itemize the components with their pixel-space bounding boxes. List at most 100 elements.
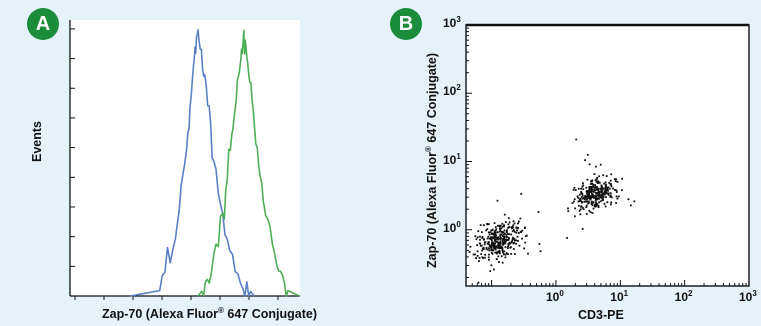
scatter-point [596, 192, 598, 194]
scatter-point [519, 217, 522, 220]
scatter-point [591, 196, 594, 199]
scatter-point [498, 261, 500, 263]
scatter-point [581, 193, 584, 195]
scatter-point [582, 208, 585, 210]
scatter-point [507, 223, 510, 226]
scatter-point [501, 248, 504, 250]
scatter-point [591, 193, 594, 195]
scatter-point [608, 182, 611, 184]
scatter-point [605, 189, 608, 191]
scatter-point [491, 244, 494, 247]
histogram-x-axis-label: Zap-70 (Alexa Fluor® 647 Conjugate) [102, 306, 317, 322]
scatter-point [488, 245, 491, 248]
scatter-point [585, 213, 588, 215]
scatter-point [587, 190, 590, 192]
scatter-point [487, 235, 490, 238]
scatter-point [507, 226, 509, 229]
scatter-point [591, 204, 594, 207]
scatter-point [503, 213, 506, 216]
scatter-point [474, 235, 477, 238]
scatter-point [483, 243, 486, 246]
scatter-point [507, 253, 509, 255]
scatter-point [599, 163, 602, 166]
scatter-point [479, 242, 482, 245]
scatter-point [480, 244, 483, 247]
scatter-point [497, 238, 499, 241]
scatter-point [518, 232, 520, 234]
scatter-point [484, 253, 487, 256]
scatter-point [493, 244, 495, 247]
scatter-point [490, 247, 493, 249]
scatter-point [487, 256, 490, 259]
scatter-point [469, 245, 472, 248]
scatter-point [595, 196, 597, 198]
scatter-point [593, 173, 596, 175]
scatter-point [595, 165, 597, 168]
scatter-point [633, 200, 636, 203]
scatter-point [591, 212, 594, 214]
scatter-point [584, 196, 587, 199]
scatter-point [477, 230, 480, 233]
scatter-point [513, 242, 515, 244]
scatter-point [577, 200, 580, 203]
scatter-point [595, 189, 597, 191]
scatter-y-tick-label: 102 [443, 83, 461, 99]
scatter-point [594, 186, 597, 188]
scatter-point [479, 235, 481, 238]
scatter-point [590, 190, 593, 193]
scatter-point [582, 188, 585, 191]
scatter-point [585, 196, 588, 199]
scatter-point [566, 237, 568, 239]
scatter-point [498, 252, 501, 255]
scatter-point [503, 229, 506, 232]
scatter-point [494, 226, 497, 228]
scatter-point [594, 199, 597, 202]
scatter-point [481, 249, 483, 252]
scatter-point [501, 231, 504, 234]
scatter-point [615, 178, 618, 181]
scatter-point [499, 225, 502, 228]
scatter-point [510, 246, 512, 248]
scatter-point [488, 241, 490, 244]
scatter-point [586, 198, 589, 201]
scatter-point [596, 198, 599, 201]
scatter-point [492, 233, 494, 235]
scatter-point [505, 233, 508, 236]
scatter-point [486, 237, 489, 240]
scatter-point [598, 195, 600, 198]
scatter-point [511, 227, 513, 230]
scatter-point [584, 159, 586, 161]
scatter-point [488, 253, 490, 256]
scatter-point [510, 241, 513, 244]
scatter-point [587, 195, 589, 198]
scatter-point [507, 245, 509, 248]
scatter-point [610, 201, 613, 204]
scatter-point [584, 200, 587, 203]
scatter-point [501, 222, 504, 225]
scatter-point [503, 250, 506, 253]
scatter-point [630, 204, 632, 207]
scatter-point [589, 189, 592, 192]
scatter-point [497, 224, 499, 227]
scatter-point [592, 196, 595, 199]
scatter-y-tick-label: 101 [443, 151, 461, 167]
scatter-point [591, 182, 594, 185]
scatter-point [502, 231, 505, 233]
scatter-point [594, 184, 597, 186]
scatter-point [486, 242, 489, 245]
scatterplot-panel-b [465, 23, 750, 287]
scatter-point [604, 205, 607, 208]
scatter-point [615, 191, 618, 193]
scatter-point [580, 192, 583, 194]
scatter-point [579, 213, 582, 216]
scatter-point [490, 242, 493, 245]
scatter-point [488, 231, 490, 234]
scatter-point [508, 217, 510, 220]
histogram-y-axis-label: Events [30, 121, 44, 162]
scatter-point [596, 197, 599, 200]
scatter-point [605, 191, 608, 193]
scatter-point [479, 224, 482, 226]
scatter-point [497, 237, 500, 240]
scatter-point [596, 194, 598, 197]
scatter-point [512, 248, 515, 250]
